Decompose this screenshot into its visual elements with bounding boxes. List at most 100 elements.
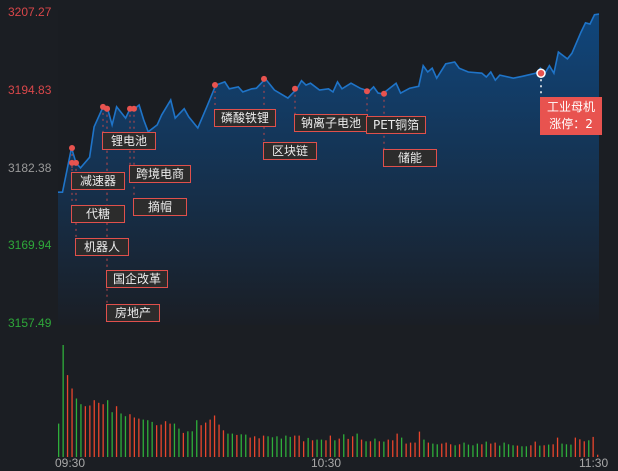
volume-bar (507, 444, 510, 457)
annotation-marker[interactable] (261, 75, 267, 82)
volume-bar (84, 406, 86, 457)
annotation-tag[interactable]: 跨境电商 (129, 165, 192, 183)
y-tick-4: 3157.49 (8, 316, 52, 330)
annotation-marker[interactable] (73, 159, 79, 166)
volume-bar (58, 423, 60, 457)
annotation-label: 磷酸铁锂 (221, 111, 270, 125)
volume-bar (343, 434, 345, 457)
volume-bar (138, 418, 140, 457)
annotation-tag[interactable]: PET铜箔 (366, 116, 427, 134)
volume-bar (254, 436, 256, 457)
volume-bar (436, 444, 438, 457)
volume-bar (213, 415, 216, 457)
volume-bar (432, 443, 434, 457)
annotation-tag[interactable]: 代糖 (71, 205, 125, 223)
volume-bar (552, 444, 554, 457)
volume-bar (592, 436, 594, 457)
volume-bar (307, 437, 309, 457)
annotation-marker[interactable] (131, 105, 137, 112)
annotation-tag[interactable]: 磷酸铁锂 (214, 109, 277, 127)
volume-bar (280, 438, 282, 457)
x-tick-1: 10:30 (311, 456, 342, 470)
volume-bar (334, 440, 336, 457)
volume-bar (525, 446, 527, 457)
volume-bar (409, 442, 412, 457)
y-tick-2: 3182.38 (8, 161, 52, 175)
volume-bar (289, 436, 291, 457)
annotation-marker[interactable] (69, 144, 75, 151)
volume-bar (441, 443, 443, 457)
annotation-tag[interactable]: 房地产 (106, 304, 160, 322)
volume-bar (298, 435, 300, 457)
volume-bar (124, 416, 127, 457)
volume-bar (173, 423, 176, 457)
volume-bar (240, 434, 242, 457)
volume-bar (401, 437, 403, 457)
volume-bar (276, 436, 278, 457)
volume-bar (303, 441, 305, 457)
volume-bar (490, 443, 492, 457)
annotation-tag[interactable]: 工业母机涨停：2 (540, 97, 603, 135)
annotation-tag[interactable]: 锂电池 (102, 132, 156, 150)
volume-bar (418, 431, 421, 457)
volume-bar (151, 421, 153, 457)
annotation-label: 工业母机 (547, 100, 596, 114)
annotation-tag[interactable]: 储能 (383, 149, 437, 167)
annotation-label: 减速器 (79, 174, 116, 188)
volume-bar (356, 433, 358, 457)
volume-bar (392, 440, 394, 457)
volume-bar (565, 444, 568, 457)
volume-bar (156, 425, 158, 457)
volume-bar (182, 432, 184, 457)
volume-bar (512, 445, 514, 457)
volume-bar (445, 442, 447, 457)
volume-bar (133, 417, 135, 457)
annotation-marker[interactable] (536, 68, 546, 78)
annotation-tag[interactable]: 减速器 (71, 172, 125, 190)
volume-bar (503, 442, 505, 457)
annotation-marker[interactable] (364, 88, 370, 95)
volume-bar (329, 435, 331, 457)
volume-bar (262, 435, 265, 457)
y-tick-0: 3207.27 (8, 5, 52, 19)
volume-bar (347, 438, 349, 457)
volume-bar (583, 441, 585, 457)
annotation-marker[interactable] (104, 105, 110, 112)
volume-bar (231, 433, 233, 457)
annotation-tag[interactable]: 国企改革 (106, 270, 169, 288)
volume-bar (396, 433, 398, 457)
annotation-tag[interactable]: 摘帽 (133, 198, 187, 216)
annotation-marker[interactable] (292, 85, 298, 92)
annotation-marker[interactable] (212, 82, 218, 89)
volume-bar (294, 435, 296, 457)
volume-bar (374, 438, 376, 457)
volume-bar (548, 444, 550, 457)
volume-bar (267, 436, 269, 457)
volume-bar (597, 454, 599, 457)
volume-bar (521, 446, 523, 457)
annotation-label: 储能 (397, 151, 422, 165)
volume-bar (360, 439, 363, 457)
volume-bar (454, 445, 456, 457)
volume-bar (71, 388, 73, 457)
volume-bar (311, 440, 314, 457)
volume-bar (89, 405, 91, 457)
volume-bar (534, 441, 536, 457)
volume-bar (467, 444, 470, 457)
annotation-tag[interactable]: 钠离子电池 (294, 114, 369, 132)
volume-bar (245, 434, 247, 457)
annotation-sublabel: 涨停：2 (549, 117, 593, 131)
annotation-tag[interactable]: 区块链 (263, 142, 317, 160)
volume-bar (352, 436, 354, 457)
volume-bar (62, 345, 64, 457)
volume-bar (129, 414, 131, 457)
volume-bar (387, 439, 389, 457)
volume-bar (200, 425, 202, 457)
volume-bar (147, 420, 149, 457)
y-tick-3: 3169.94 (8, 238, 52, 252)
annotation-marker[interactable] (381, 90, 387, 97)
volume-bar (423, 439, 425, 457)
volume-bar (458, 444, 461, 457)
annotation-tag[interactable]: 机器人 (75, 238, 129, 256)
x-tick-2: 11:30 (579, 456, 609, 470)
